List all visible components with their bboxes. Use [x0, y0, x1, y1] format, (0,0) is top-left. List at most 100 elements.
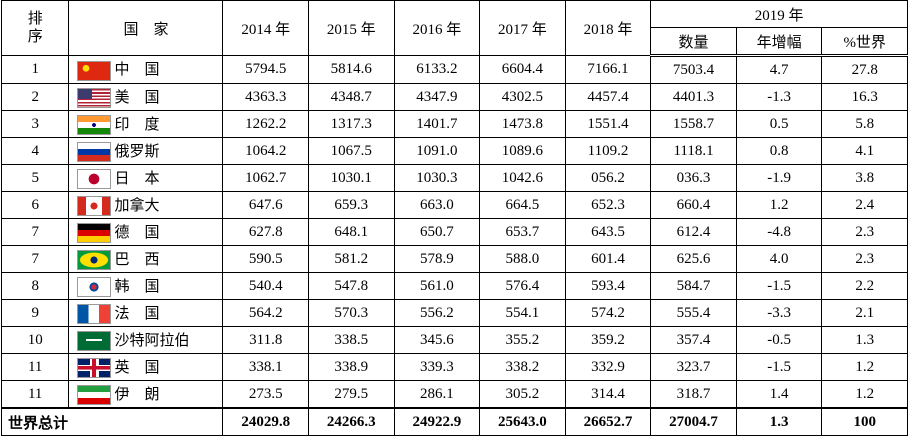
value-cell: 036.3 — [650, 164, 737, 192]
table-row: 1 中 国 5794.5 5814.6 6133.2 6604.4 7166.1 7503.4… — [0, 55, 908, 84]
value-cell: 305.2 — [479, 380, 566, 409]
total-value: 24922.9 — [393, 407, 481, 436]
value-cell: 652.3 — [564, 191, 652, 219]
flag-icon — [77, 331, 112, 352]
country-cell: 英 国 — [68, 353, 224, 381]
value-cell: 338.9 — [308, 353, 395, 381]
value-cell: 323.7 — [650, 353, 737, 381]
value-cell: 5.8 — [821, 110, 908, 138]
group-header: 2019 年 — [650, 0, 908, 28]
flag-icon — [77, 277, 112, 298]
value-cell: 625.6 — [650, 245, 737, 273]
value-cell: 590.5 — [222, 245, 310, 273]
table-row: 7 德 国 627.8 648.1 650.7 653.7 643.5 612.4 -4.8 2.… — [0, 218, 908, 246]
value-cell: 660.4 — [650, 191, 737, 219]
value-cell: 332.9 — [564, 353, 652, 381]
total-value: 24266.3 — [308, 407, 395, 436]
country-cell: 巴 西 — [68, 245, 224, 273]
value-cell: 540.4 — [222, 272, 310, 300]
value-cell: 279.5 — [308, 380, 395, 409]
table-row: 7 巴 西 590.5 581.2 578.9 588.0 601.4 625.6 4.0 2.3 — [0, 245, 908, 273]
value-cell: 339.3 — [393, 353, 481, 381]
flag-icon — [77, 115, 112, 136]
value-cell: 357.4 — [650, 326, 737, 354]
rank-header: 排序 — [0, 0, 70, 56]
value-cell: 16.3 — [821, 83, 908, 111]
table-row: 4 俄罗斯 1064.2 1067.5 1091.0 1089.6 1109.2 1118.1… — [0, 137, 908, 165]
year-header: 2014 年 — [222, 0, 310, 56]
value-cell: 4457.4 — [564, 83, 652, 111]
value-cell: 5814.6 — [308, 55, 395, 84]
value-cell: 554.1 — [479, 299, 566, 327]
value-cell: 4.1 — [821, 137, 908, 165]
country-cell: 伊 朗 — [68, 380, 224, 409]
flag-icon — [77, 169, 112, 190]
total-value: 100 — [821, 407, 908, 436]
value-cell: 547.8 — [308, 272, 395, 300]
country-cell: 沙特阿拉伯 — [68, 326, 224, 354]
value-cell: 338.1 — [222, 353, 310, 381]
rank-cell: 11 — [0, 353, 70, 381]
value-cell: 1.4 — [735, 380, 823, 409]
rank-cell: 10 — [0, 326, 70, 354]
value-cell: 584.7 — [650, 272, 737, 300]
value-cell: 286.1 — [393, 380, 481, 409]
flag-icon — [77, 196, 112, 217]
value-cell: 318.7 — [650, 380, 737, 409]
value-cell: 588.0 — [479, 245, 566, 273]
value-cell: 601.4 — [564, 245, 652, 273]
value-cell: 574.2 — [564, 299, 652, 327]
value-cell: 4.7 — [735, 55, 823, 84]
country-cell: 德 国 — [68, 218, 224, 246]
value-cell: 650.7 — [393, 218, 481, 246]
value-cell: 561.0 — [393, 272, 481, 300]
value-cell: 663.0 — [393, 191, 481, 219]
country-name: 德 国 — [114, 224, 160, 241]
header-row: 排序 国 家 2014 年 2015 年 2016 年 2017 年 2018 … — [0, 0, 908, 56]
value-cell: 338.2 — [479, 353, 566, 381]
sub-header: 数量 — [650, 27, 737, 57]
value-cell: 648.1 — [308, 218, 395, 246]
country-name: 巴 西 — [114, 251, 160, 268]
rank-cell: 8 — [0, 272, 70, 300]
value-cell: 564.2 — [222, 299, 310, 327]
country-name: 俄罗斯 — [114, 143, 160, 160]
value-cell: -1.3 — [735, 83, 823, 111]
value-cell: 338.5 — [308, 326, 395, 354]
total-value: 27004.7 — [650, 407, 737, 436]
total-value: 1.3 — [735, 407, 823, 436]
year-header: 2018 年 — [564, 0, 652, 56]
value-cell: 314.4 — [564, 380, 652, 409]
country-name: 沙特阿拉伯 — [114, 332, 190, 349]
value-cell: 1064.2 — [222, 137, 310, 165]
header-row: 数量 年增幅 %世界 — [2, 27, 908, 57]
country-cell: 美 国 — [68, 83, 224, 111]
value-cell: 0.8 — [735, 137, 823, 165]
value-cell: 6604.4 — [479, 55, 566, 84]
value-cell: 311.8 — [222, 326, 310, 354]
value-cell: 643.5 — [564, 218, 652, 246]
value-cell: 4302.5 — [479, 83, 566, 111]
value-cell: 2.3 — [821, 245, 908, 273]
flag-icon — [77, 142, 112, 163]
rank-cell: 4 — [0, 137, 70, 165]
flag-icon — [77, 385, 112, 406]
value-cell: 555.4 — [650, 299, 737, 327]
rank-cell: 11 — [0, 380, 70, 409]
value-cell: 273.5 — [222, 380, 310, 409]
value-cell: 1118.1 — [650, 137, 737, 165]
country-cell: 日 本 — [68, 164, 224, 192]
value-cell: 664.5 — [479, 191, 566, 219]
table-row: 5 日 本 1062.7 1030.1 1030.3 1042.6 056.2 036.3 -1… — [0, 164, 908, 192]
rank-cell: 3 — [0, 110, 70, 138]
value-cell: 4401.3 — [650, 83, 737, 111]
country-name: 日 本 — [114, 170, 160, 187]
table-row: 3 印 度 1262.2 1317.3 1401.7 1473.8 1551.4 1558.7… — [0, 110, 908, 138]
flag-icon — [77, 304, 112, 325]
country-cell: 中 国 — [68, 55, 224, 84]
country-name: 中 国 — [114, 62, 160, 79]
rank-cell: 1 — [0, 55, 70, 84]
value-cell: -0.5 — [735, 326, 823, 354]
value-cell: 27.8 — [821, 55, 908, 84]
